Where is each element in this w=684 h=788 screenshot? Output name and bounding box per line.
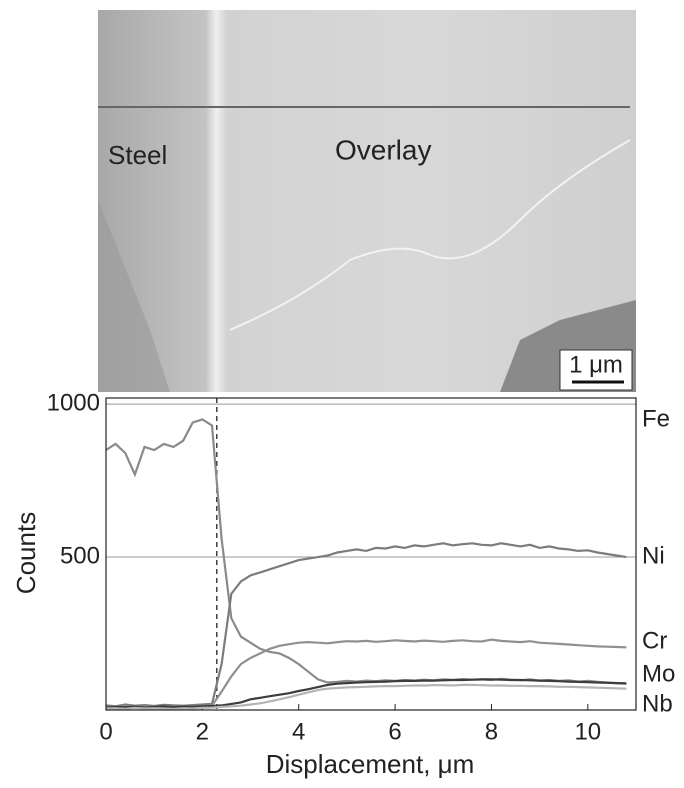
plot-area (106, 398, 636, 710)
series-label: Ni (642, 542, 665, 569)
series-line (105, 542, 627, 708)
shadow-region (98, 200, 170, 392)
series-line (105, 678, 627, 709)
x-tick-label: 0 (99, 718, 112, 745)
series-line (105, 683, 627, 710)
micrograph: Steel Overlay 1 μm (98, 10, 636, 392)
x-tick-label: 8 (485, 718, 498, 745)
series-label: Cr (642, 627, 667, 654)
region-label: Steel (108, 140, 167, 170)
x-tick-label: 6 (388, 718, 401, 745)
y-axis-title: Counts (11, 512, 41, 594)
plot-frame (105, 397, 637, 711)
x-axis-title: Displacement, μm (266, 749, 475, 779)
y-tick-label: 1000 (47, 389, 100, 416)
series-label: Mo (642, 660, 675, 687)
series-label: Nb (642, 690, 673, 717)
series-label: Fe (642, 405, 670, 432)
y-tick-label: 500 (60, 542, 100, 569)
region-label: Overlay (335, 134, 431, 165)
x-tick-label: 4 (292, 718, 305, 745)
x-tick-label: 2 (196, 718, 209, 745)
scale-label: 1 μm (569, 351, 623, 378)
x-tick-label: 10 (574, 718, 601, 745)
boundary (229, 139, 631, 331)
